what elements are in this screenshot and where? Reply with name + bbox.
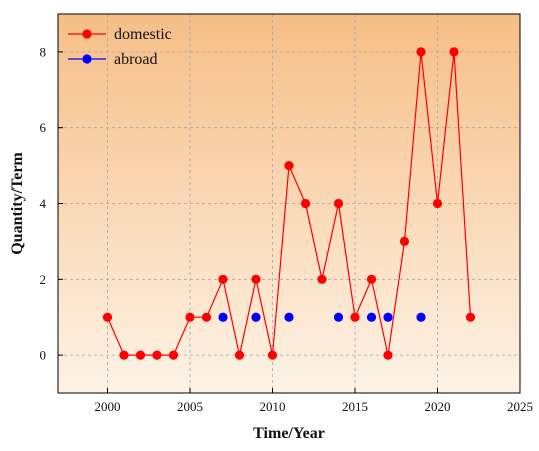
data-point-domestic (168, 350, 179, 360)
series-abroad (218, 312, 426, 322)
x-tick-label: 2015 (342, 399, 368, 414)
data-point-abroad (218, 312, 228, 322)
data-point-abroad (416, 312, 426, 322)
data-point-domestic (333, 198, 344, 209)
axis-ticks: 2000 2005 2010 2015 2020 2025 0 2 4 6 8 (40, 44, 534, 414)
data-point-domestic (317, 274, 327, 284)
y-tick-label: 0 (40, 348, 47, 363)
data-point-abroad (251, 312, 261, 322)
data-point-domestic (300, 198, 311, 209)
y-tick-label: 6 (40, 120, 47, 135)
data-point-domestic (449, 47, 459, 57)
x-tick-label: 2010 (260, 399, 286, 414)
data-point-domestic (102, 312, 113, 322)
data-point-domestic (399, 236, 410, 246)
data-point-domestic (119, 350, 129, 360)
data-point-domestic (267, 350, 278, 360)
data-point-domestic (383, 350, 393, 360)
data-point-domestic (416, 47, 426, 57)
legend: domestic abroad (68, 26, 172, 68)
data-point-abroad (366, 312, 377, 322)
data-point-domestic (218, 274, 228, 284)
x-tick-label: 2025 (507, 399, 533, 414)
legend-domestic-marker (82, 29, 92, 39)
data-point-domestic (185, 312, 195, 322)
y-tick-label: 2 (40, 272, 47, 287)
legend-abroad-marker (82, 54, 92, 64)
data-point-abroad (333, 312, 344, 322)
x-tick-label: 2005 (177, 399, 203, 414)
y-tick-label: 8 (40, 44, 47, 59)
data-point-domestic (465, 312, 476, 322)
legend-domestic-label: domestic (114, 26, 172, 43)
data-point-domestic (350, 312, 360, 322)
legend-abroad-label: abroad (114, 51, 158, 68)
data-point-domestic (366, 274, 377, 284)
data-point-domestic (135, 350, 146, 360)
data-point-abroad (383, 312, 393, 322)
y-tick-label: 4 (40, 196, 47, 211)
data-point-domestic (251, 274, 261, 284)
data-point-domestic (152, 350, 162, 360)
gridlines (58, 14, 521, 393)
x-tick-label: 2020 (425, 399, 451, 414)
series-layer (102, 47, 476, 360)
x-axis-title: Time/Year (253, 425, 325, 442)
data-point-domestic (201, 312, 212, 322)
data-point-abroad (284, 312, 294, 322)
data-point-domestic (432, 198, 443, 209)
data-point-domestic (284, 161, 294, 171)
x-tick-label: 2000 (95, 399, 121, 414)
data-point-domestic (234, 350, 245, 360)
series-domestic (102, 47, 476, 360)
y-axis-title: Quantity/Term (9, 152, 26, 255)
